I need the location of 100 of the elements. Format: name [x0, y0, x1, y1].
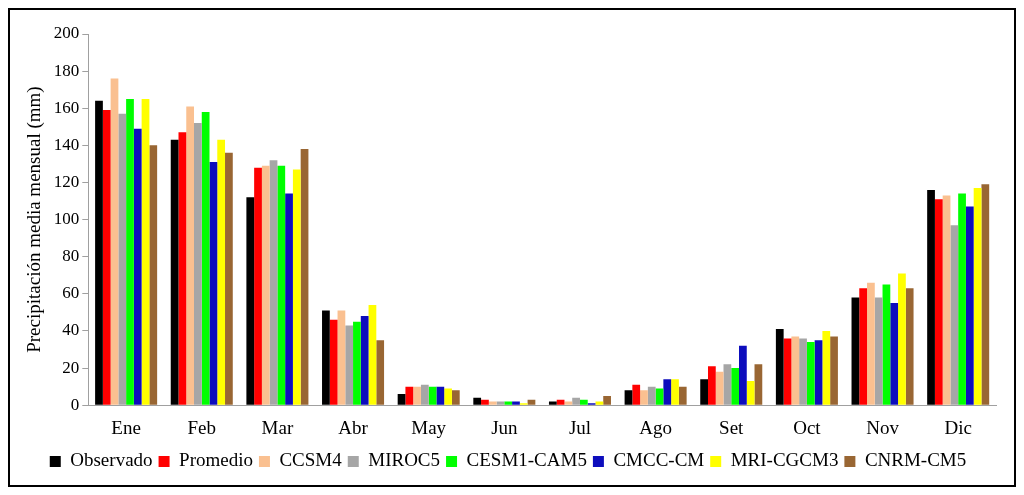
bar	[110, 78, 119, 405]
legend-label: CMCC-CM	[613, 449, 705, 471]
bar	[178, 132, 187, 405]
bar	[973, 188, 982, 405]
bar	[655, 388, 664, 405]
bar	[867, 282, 875, 405]
bar	[548, 401, 557, 405]
bar	[564, 401, 573, 405]
bar	[890, 303, 899, 405]
bar	[504, 401, 513, 405]
bar	[791, 336, 800, 405]
bar	[715, 371, 724, 405]
bar	[451, 390, 460, 405]
bar	[663, 379, 672, 405]
y-tick-label: 160	[53, 97, 80, 117]
bar	[898, 273, 906, 405]
y-tick-label: 100	[53, 209, 80, 229]
y-tick-label: 0	[70, 394, 80, 414]
bar	[775, 329, 784, 405]
x-tick-label: Ago	[639, 416, 672, 438]
bar	[981, 184, 990, 405]
y-tick-label: 180	[53, 60, 80, 80]
y-tick-label: 120	[53, 171, 80, 191]
bar	[595, 401, 604, 405]
bar	[822, 330, 831, 405]
bar	[405, 386, 414, 405]
bar	[329, 319, 338, 405]
bar	[859, 288, 868, 405]
bar	[201, 111, 210, 405]
bar	[376, 340, 385, 405]
bar	[170, 139, 179, 405]
bar	[830, 336, 838, 405]
bar	[277, 165, 286, 405]
bar	[126, 98, 134, 405]
x-tick-label: Jul	[568, 416, 592, 438]
bar	[624, 390, 633, 405]
bar	[754, 364, 763, 405]
bar	[360, 316, 369, 405]
y-tick-label: 20	[62, 357, 80, 377]
bar	[731, 368, 740, 405]
bar	[353, 321, 361, 405]
bar	[603, 395, 611, 405]
bar	[300, 149, 309, 405]
bar	[285, 193, 293, 405]
y-tick-label: 200	[53, 23, 80, 43]
bar	[640, 390, 648, 405]
bar	[444, 388, 452, 405]
bar	[806, 342, 815, 405]
bar	[579, 399, 588, 405]
bar	[254, 167, 262, 405]
bar	[133, 128, 142, 405]
legend-label: MIROC5	[368, 449, 441, 471]
legend-label: CCSM4	[279, 449, 343, 471]
y-tick-label: 40	[62, 320, 80, 340]
x-tick-label: Abr	[338, 416, 369, 438]
bar	[473, 397, 482, 405]
bar	[700, 379, 708, 405]
x-tick-label: Mar	[261, 416, 294, 438]
bar	[246, 197, 255, 405]
y-tick-label: 60	[62, 283, 80, 303]
bar	[905, 288, 914, 405]
bar	[149, 145, 158, 405]
bar	[261, 165, 270, 405]
bar	[512, 401, 520, 405]
bar	[209, 162, 218, 405]
x-tick-label: Set	[719, 416, 745, 438]
bar	[217, 139, 226, 405]
bar	[958, 193, 966, 405]
y-tick-label: 80	[62, 246, 80, 266]
bar	[707, 366, 716, 405]
x-tick-label: Nov	[866, 416, 900, 438]
bar	[934, 199, 943, 405]
bar	[965, 206, 974, 405]
x-tick-label: Ene	[111, 416, 141, 438]
legend-label: CESM1-CAM5	[466, 449, 587, 471]
legend-label: Observado	[70, 449, 153, 471]
x-tick-label: Jun	[491, 416, 519, 438]
bar	[632, 384, 641, 405]
x-tick-label: Dic	[944, 416, 972, 438]
bar	[882, 284, 891, 405]
x-tick-label: Feb	[187, 416, 217, 438]
bar	[814, 340, 823, 405]
y-axis-title: Precipitación media mensual (mm)	[23, 86, 46, 353]
bar	[942, 195, 951, 405]
bar	[322, 310, 330, 405]
x-tick-label: May	[411, 416, 447, 438]
bar	[102, 110, 111, 405]
bar	[739, 345, 747, 405]
bar	[397, 394, 406, 405]
legend-label: MRI-CGCM3	[730, 449, 839, 471]
bar	[671, 379, 679, 405]
bar	[746, 381, 755, 405]
bar	[186, 106, 195, 405]
legend-label: Promedio	[179, 449, 253, 471]
bar	[436, 386, 445, 405]
bar	[292, 169, 301, 405]
bar	[95, 100, 103, 405]
bar	[368, 304, 377, 405]
x-tick-label: Oct	[793, 416, 822, 438]
bar	[141, 98, 150, 405]
